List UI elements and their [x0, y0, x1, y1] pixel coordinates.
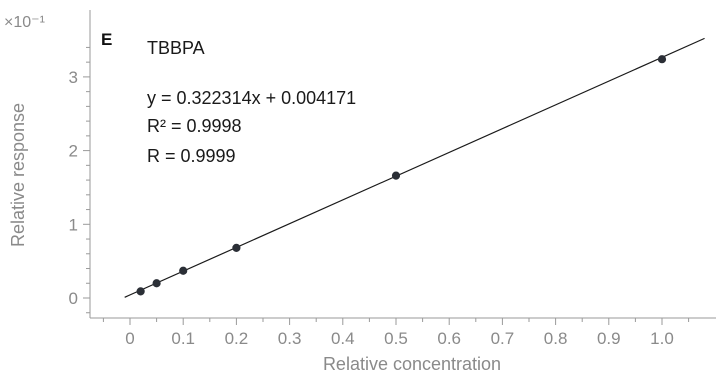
y-tick-label: 2: [69, 142, 78, 161]
x-tick-label: 0.1: [171, 329, 195, 348]
fit-line: [124, 37, 705, 298]
x-tick-label: 0.3: [278, 329, 302, 348]
r-value: R = 0.9999: [147, 146, 236, 166]
data-point: [391, 171, 401, 180]
y-ticks: 0 1 2 3: [69, 46, 90, 314]
x-tick-label: 1.0: [650, 329, 674, 348]
r-squared: R² = 0.9998: [147, 116, 242, 136]
y-tick-label: 3: [69, 68, 78, 87]
x-axis-label: Relative concentration: [323, 354, 501, 374]
x-tick-label: 0.9: [597, 329, 621, 348]
points-layer: [136, 55, 667, 296]
data-point: [179, 266, 188, 275]
x-tick-label: 0.8: [544, 329, 568, 348]
x-tick-label: 0.4: [331, 329, 355, 348]
data-point: [232, 243, 241, 252]
x-tick-label: 0.7: [491, 329, 515, 348]
x-tick-label: 0.2: [225, 329, 249, 348]
fit-layer: [124, 37, 705, 298]
axes: [89, 10, 716, 319]
y-tick-label: 1: [69, 215, 78, 234]
y-tick-label: 0: [69, 289, 78, 308]
x-ticks: 0 0.1 0.2 0.3 0.4 0.5 0.6 0.7 0.8 0.9 1.0: [102, 318, 690, 348]
x-tick-label: 0.6: [437, 329, 461, 348]
x-tick-label: 0: [125, 329, 134, 348]
compound-name: TBBPA: [147, 38, 205, 58]
y-multiplier: ×10⁻¹: [4, 14, 45, 31]
data-point: [136, 287, 145, 296]
x-tick-label: 0.5: [384, 329, 408, 348]
fit-equation: y = 0.322314x + 0.004171: [147, 88, 356, 108]
y-axis-label: Relative response: [8, 103, 28, 247]
data-point: [657, 55, 667, 64]
data-point: [152, 279, 161, 288]
panel-label: E: [101, 30, 112, 49]
